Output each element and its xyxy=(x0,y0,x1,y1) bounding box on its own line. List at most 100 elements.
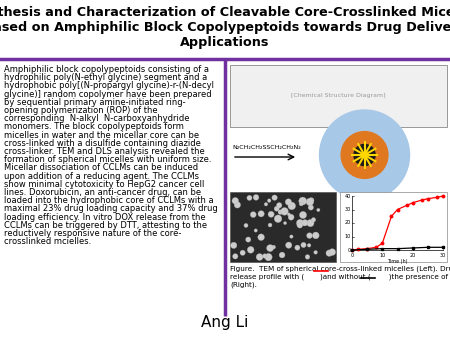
Circle shape xyxy=(299,202,303,206)
Circle shape xyxy=(262,254,267,258)
Circle shape xyxy=(281,208,288,215)
Circle shape xyxy=(302,220,308,226)
Bar xyxy=(230,65,447,127)
Circle shape xyxy=(268,223,272,227)
Text: 0: 0 xyxy=(348,247,351,252)
Text: Synthesis and Characterization of Cleavable Core-Crosslinked Micelles
based on A: Synthesis and Characterization of Cleava… xyxy=(0,6,450,49)
Text: CCLMs can be triggered by DTT, attesting to the: CCLMs can be triggered by DTT, attesting… xyxy=(4,221,207,230)
Circle shape xyxy=(268,211,274,217)
Circle shape xyxy=(306,233,312,239)
Circle shape xyxy=(248,246,254,253)
Text: 40: 40 xyxy=(345,193,351,198)
Circle shape xyxy=(246,237,251,242)
Bar xyxy=(340,192,447,262)
Text: Time (h): Time (h) xyxy=(387,259,408,264)
Text: show minimal cytotoxicity to HepG2 cancer cell: show minimal cytotoxicity to HepG2 cance… xyxy=(4,180,204,189)
Circle shape xyxy=(320,110,410,200)
Circle shape xyxy=(329,249,336,256)
Circle shape xyxy=(309,198,314,203)
Circle shape xyxy=(272,195,277,200)
Text: 10: 10 xyxy=(345,234,351,239)
Text: glycine)] random copolymer have been prepared: glycine)] random copolymer have been pre… xyxy=(4,90,212,99)
Text: crosslinked mcielles.: crosslinked mcielles. xyxy=(4,237,91,246)
Circle shape xyxy=(299,211,306,219)
Circle shape xyxy=(256,254,263,261)
Circle shape xyxy=(264,202,268,206)
Circle shape xyxy=(299,197,307,205)
Circle shape xyxy=(267,199,271,202)
Circle shape xyxy=(288,213,291,216)
Circle shape xyxy=(311,218,316,222)
Text: by sequential primary amine-initiated ring-: by sequential primary amine-initiated ri… xyxy=(4,98,185,107)
Text: 30: 30 xyxy=(440,253,446,258)
Circle shape xyxy=(272,245,275,249)
Text: upon addition of a reducing agent. The CCLMs: upon addition of a reducing agent. The C… xyxy=(4,172,199,180)
Text: Micellar dissociation of CCLMs can be induced: Micellar dissociation of CCLMs can be in… xyxy=(4,163,198,172)
Text: [Chemical Structure Diagram]: [Chemical Structure Diagram] xyxy=(291,94,386,98)
Text: reductively responsive nature of the core-: reductively responsive nature of the cor… xyxy=(4,229,181,238)
Text: 20: 20 xyxy=(345,220,351,225)
Bar xyxy=(0,0,450,57)
Circle shape xyxy=(308,205,314,210)
Circle shape xyxy=(244,223,248,227)
Text: 20: 20 xyxy=(410,253,416,258)
Circle shape xyxy=(276,202,282,208)
Circle shape xyxy=(288,202,296,210)
Circle shape xyxy=(314,250,318,254)
Circle shape xyxy=(233,254,238,259)
Text: 0: 0 xyxy=(351,253,354,258)
Circle shape xyxy=(285,199,292,205)
Text: N₂CH₂CH₂SSCH₂CH₂N₂: N₂CH₂CH₂SSCH₂CH₂N₂ xyxy=(232,145,301,150)
Circle shape xyxy=(265,254,272,261)
Circle shape xyxy=(278,210,283,214)
Circle shape xyxy=(234,202,241,208)
Circle shape xyxy=(306,198,314,206)
Text: loading efficiency. In vitro DOX release from the: loading efficiency. In vitro DOX release… xyxy=(4,213,206,222)
Circle shape xyxy=(266,245,274,251)
Circle shape xyxy=(279,252,285,258)
Circle shape xyxy=(301,242,306,248)
Text: loaded into the hydrophobic core of CCLMs with a: loaded into the hydrophobic core of CCLM… xyxy=(4,196,214,205)
Circle shape xyxy=(353,144,376,166)
Text: Amphiphilic block copolypeptoids consisting of a: Amphiphilic block copolypeptoids consist… xyxy=(4,65,209,74)
Circle shape xyxy=(258,234,265,241)
Text: lines. Doxorubicin, an anti-cancer drug, can be: lines. Doxorubicin, an anti-cancer drug,… xyxy=(4,188,201,197)
Text: hydrophobic poly[(N-propargyl glycine)-r-(N-decyl: hydrophobic poly[(N-propargyl glycine)-r… xyxy=(4,81,214,90)
Circle shape xyxy=(295,245,300,250)
Circle shape xyxy=(286,242,292,248)
Circle shape xyxy=(232,197,238,204)
Circle shape xyxy=(297,222,303,228)
Circle shape xyxy=(297,219,304,226)
Text: 10: 10 xyxy=(379,253,386,258)
Circle shape xyxy=(250,212,256,218)
Circle shape xyxy=(253,194,259,200)
Text: Ang Li: Ang Li xyxy=(201,315,249,330)
Text: opening polymerization (ROP) of the: opening polymerization (ROP) of the xyxy=(4,106,158,115)
Text: monomers. The block copolypeptoids form: monomers. The block copolypeptoids form xyxy=(4,122,184,131)
Circle shape xyxy=(317,208,320,212)
Circle shape xyxy=(284,221,287,225)
Circle shape xyxy=(254,229,257,232)
Circle shape xyxy=(307,219,314,227)
Circle shape xyxy=(288,202,292,206)
Text: 30: 30 xyxy=(345,207,351,212)
Circle shape xyxy=(290,235,293,238)
Circle shape xyxy=(274,206,279,211)
Circle shape xyxy=(307,243,311,247)
Text: maximal 23% drug loading capacity and 37% drug: maximal 23% drug loading capacity and 37… xyxy=(4,204,218,213)
Circle shape xyxy=(230,242,237,248)
Circle shape xyxy=(341,131,388,178)
Text: micelles in water and the micellar core can be: micelles in water and the micellar core … xyxy=(4,130,199,140)
Circle shape xyxy=(274,215,282,222)
Text: cross-linked with a disulfide containing diazide: cross-linked with a disulfide containing… xyxy=(4,139,201,148)
Circle shape xyxy=(247,195,252,200)
Circle shape xyxy=(305,255,310,259)
Text: corresponding  N-alkyl  N-carboxyanhydride: corresponding N-alkyl N-carboxyanhydride xyxy=(4,114,189,123)
Circle shape xyxy=(326,250,333,257)
Bar xyxy=(230,192,336,262)
Text: Figure.  TEM of spherical core-cross-linked micelles (Left). Drug
release profil: Figure. TEM of spherical core-cross-link… xyxy=(230,265,450,289)
Text: formation of spherical micelles with uniform size.: formation of spherical micelles with uni… xyxy=(4,155,212,164)
Circle shape xyxy=(302,222,307,226)
Circle shape xyxy=(258,211,264,217)
Circle shape xyxy=(288,214,294,220)
